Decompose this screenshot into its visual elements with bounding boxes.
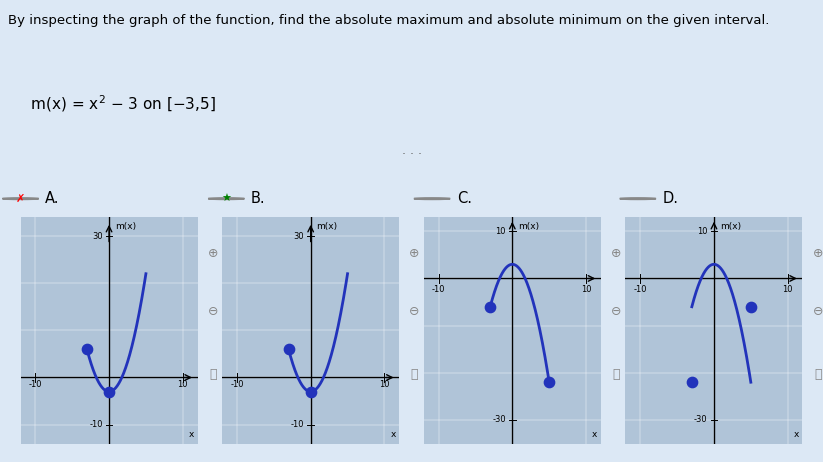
Text: x: x xyxy=(793,430,799,439)
Text: 30: 30 xyxy=(92,231,103,241)
Point xyxy=(81,346,94,353)
Text: m(x): m(x) xyxy=(115,222,136,231)
Text: ★: ★ xyxy=(221,194,231,204)
Text: B.: B. xyxy=(251,191,266,206)
Text: -10: -10 xyxy=(291,420,305,429)
Text: · · ·: · · · xyxy=(402,148,421,161)
Text: ✗: ✗ xyxy=(16,194,26,204)
Text: ⊕: ⊕ xyxy=(812,247,823,260)
Text: m(x) = x$^2$ $-$ 3 on [$-$3,5]: m(x) = x$^2$ $-$ 3 on [$-$3,5] xyxy=(21,94,216,115)
Text: ⊖: ⊖ xyxy=(812,305,823,318)
Text: A.: A. xyxy=(45,191,60,206)
Point xyxy=(102,388,115,395)
Text: x: x xyxy=(592,430,597,439)
Text: By inspecting the graph of the function, find the absolute maximum and absolute : By inspecting the graph of the function,… xyxy=(8,14,770,27)
Text: -10: -10 xyxy=(89,420,103,429)
Text: 10: 10 xyxy=(178,380,188,389)
Point xyxy=(542,378,556,386)
Text: -30: -30 xyxy=(694,415,708,425)
Text: 30: 30 xyxy=(294,231,305,241)
Text: m(x): m(x) xyxy=(720,222,741,231)
Text: x: x xyxy=(390,430,396,439)
Text: ⊕: ⊕ xyxy=(611,247,621,260)
Text: D.: D. xyxy=(663,191,678,206)
Text: ⊖: ⊖ xyxy=(207,305,218,318)
Text: m(x): m(x) xyxy=(518,222,539,231)
Text: 10: 10 xyxy=(581,285,591,294)
Point xyxy=(484,303,497,310)
Point xyxy=(686,378,699,386)
Text: -10: -10 xyxy=(230,380,244,389)
Text: 10: 10 xyxy=(379,380,389,389)
Text: ⊕: ⊕ xyxy=(409,247,420,260)
Text: ⧉: ⧉ xyxy=(612,368,620,381)
Text: 10: 10 xyxy=(697,227,708,236)
Text: ⊖: ⊖ xyxy=(409,305,420,318)
Text: 10: 10 xyxy=(783,285,793,294)
Text: m(x): m(x) xyxy=(317,222,337,231)
Text: ⊕: ⊕ xyxy=(207,247,218,260)
Text: ⧉: ⧉ xyxy=(209,368,216,381)
Text: -10: -10 xyxy=(29,380,42,389)
Text: C.: C. xyxy=(457,191,472,206)
Point xyxy=(304,388,317,395)
Text: 10: 10 xyxy=(495,227,506,236)
Text: x: x xyxy=(188,430,194,439)
Text: -30: -30 xyxy=(492,415,506,425)
Text: ⊖: ⊖ xyxy=(611,305,621,318)
Text: -10: -10 xyxy=(432,285,445,294)
Point xyxy=(744,303,757,310)
Text: ⧉: ⧉ xyxy=(411,368,418,381)
Text: -10: -10 xyxy=(634,285,647,294)
Text: ⧉: ⧉ xyxy=(814,368,821,381)
Point xyxy=(282,346,295,353)
